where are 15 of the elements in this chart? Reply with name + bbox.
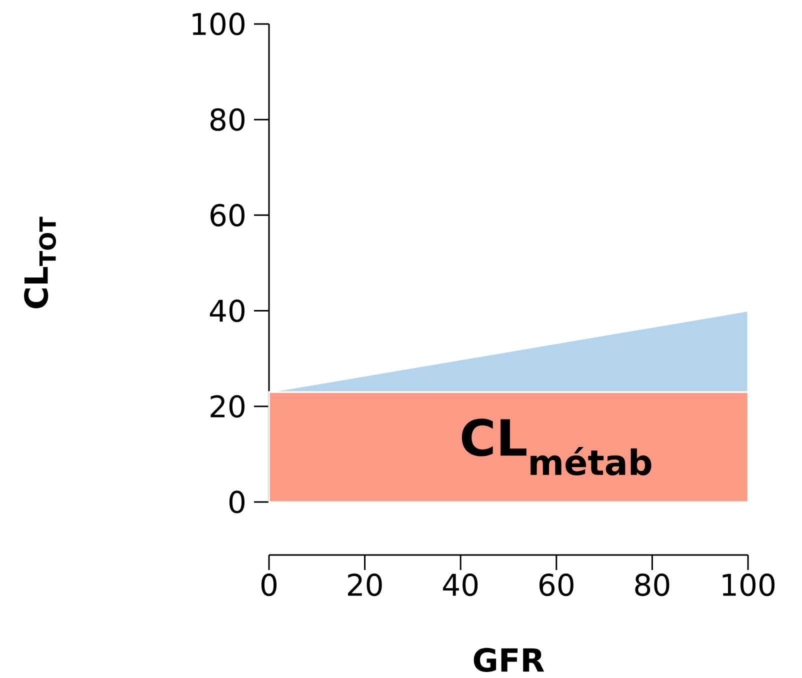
y-tick-label: 100: [192, 12, 244, 36]
y-tick-label: 40: [210, 299, 244, 322]
y-axis-title: CL$_{TOT}$: [24, 216, 56, 308]
x-tick-label: 100: [722, 574, 775, 596]
x-tick-label: 40: [443, 574, 478, 596]
y-tick-label: 80: [210, 108, 244, 131]
x-tick-label: 20: [348, 574, 382, 596]
x-tick-label: 80: [635, 574, 670, 596]
x-tick-label: 60: [539, 574, 574, 596]
x-tick-label: 0: [261, 574, 277, 596]
series-label: CL$_{métab}$: [462, 418, 652, 476]
y-tick-label: 60: [210, 204, 244, 226]
x-axis-title: GFR: [474, 648, 544, 672]
y-tick-label: 0: [229, 490, 245, 514]
y-tick-label: 20: [210, 395, 244, 418]
